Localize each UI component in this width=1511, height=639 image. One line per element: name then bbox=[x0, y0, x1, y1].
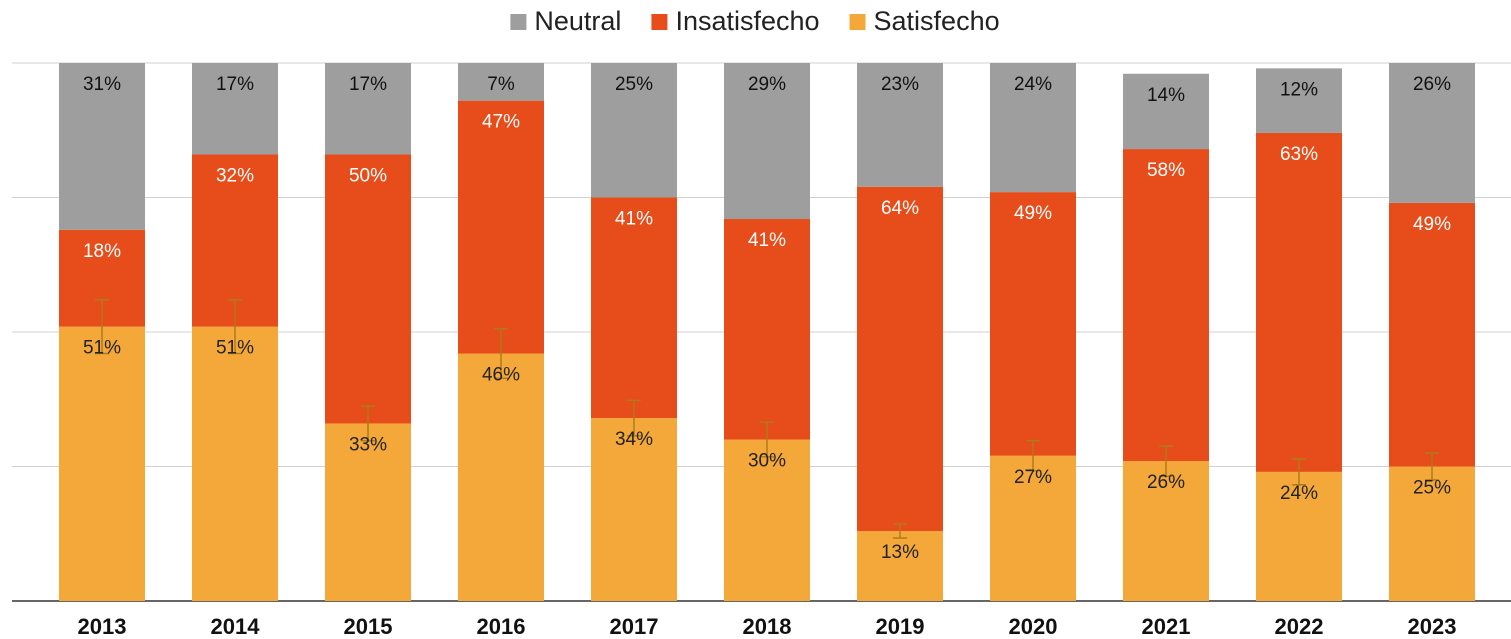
data-label: 63% bbox=[1280, 144, 1318, 165]
bar-segment bbox=[1123, 461, 1209, 601]
bar-segment bbox=[857, 186, 943, 532]
bar-segment bbox=[325, 423, 411, 601]
data-label: 41% bbox=[748, 230, 786, 251]
data-label: 23% bbox=[881, 74, 919, 95]
legend-label: Satisfecho bbox=[874, 6, 1000, 36]
data-label: 7% bbox=[487, 74, 515, 95]
bar-segment bbox=[857, 63, 943, 187]
data-label: 33% bbox=[349, 434, 387, 455]
data-label: 32% bbox=[216, 165, 254, 186]
data-label: 18% bbox=[83, 241, 121, 262]
bar-segment bbox=[59, 63, 145, 230]
bar-segment bbox=[724, 63, 810, 220]
data-label: 41% bbox=[615, 209, 653, 230]
bar-segment bbox=[192, 63, 278, 155]
bar-segment bbox=[1256, 471, 1342, 601]
data-label: 17% bbox=[216, 74, 254, 95]
bar-segment bbox=[1389, 63, 1475, 203]
bar-segment bbox=[192, 154, 278, 327]
bar-segment bbox=[325, 154, 411, 424]
x-tick-label: 2013 bbox=[78, 614, 127, 639]
data-label: 27% bbox=[1014, 467, 1052, 488]
data-label: 49% bbox=[1014, 203, 1052, 224]
x-tick-label: 2017 bbox=[610, 614, 659, 639]
data-label: 24% bbox=[1280, 483, 1318, 504]
legend-label: Insatisfecho bbox=[675, 6, 819, 36]
data-label: 29% bbox=[748, 74, 786, 95]
data-label: 25% bbox=[1413, 478, 1451, 499]
data-label: 58% bbox=[1147, 160, 1185, 181]
x-tick-label: 2019 bbox=[876, 614, 925, 639]
bar-segment bbox=[591, 63, 677, 198]
data-label: 26% bbox=[1413, 74, 1451, 95]
bar-segment bbox=[724, 439, 810, 601]
data-label: 46% bbox=[482, 365, 520, 386]
data-label: 25% bbox=[615, 74, 653, 95]
legend-swatch bbox=[849, 14, 866, 30]
data-label: 26% bbox=[1147, 472, 1185, 493]
data-label: 17% bbox=[349, 74, 387, 95]
bar-segment bbox=[1389, 202, 1475, 467]
data-label: 13% bbox=[881, 542, 919, 563]
bar-segment bbox=[1389, 466, 1475, 601]
data-label: 49% bbox=[1413, 214, 1451, 235]
x-tick-label: 2014 bbox=[211, 614, 261, 639]
bar-segment bbox=[1256, 68, 1342, 133]
bar-segment bbox=[990, 455, 1076, 601]
data-label: 14% bbox=[1147, 85, 1185, 106]
legend-swatch bbox=[510, 14, 527, 30]
data-label: 12% bbox=[1280, 79, 1318, 100]
bar-segment bbox=[458, 100, 544, 354]
data-label: 24% bbox=[1014, 74, 1052, 95]
legend-label: Neutral bbox=[534, 6, 621, 36]
bar-segment bbox=[1123, 73, 1209, 150]
x-tick-label: 2016 bbox=[477, 614, 526, 639]
x-tick-label: 2018 bbox=[743, 614, 792, 639]
bar-segment bbox=[325, 63, 411, 155]
bar-segment bbox=[1256, 132, 1342, 472]
data-label: 47% bbox=[482, 112, 520, 133]
x-tick-label: 2020 bbox=[1009, 614, 1058, 639]
bar-segment bbox=[59, 326, 145, 601]
legend-swatch bbox=[651, 14, 668, 30]
data-label: 50% bbox=[349, 165, 387, 186]
data-label: 30% bbox=[748, 451, 786, 472]
bar-segment bbox=[591, 197, 677, 419]
bar-segment bbox=[990, 192, 1076, 456]
bar-segment bbox=[1123, 149, 1209, 462]
bar-segment bbox=[192, 326, 278, 601]
x-tick-label: 2015 bbox=[344, 614, 393, 639]
bar-segment bbox=[990, 63, 1076, 193]
data-label: 51% bbox=[216, 338, 254, 359]
bar-segment bbox=[857, 531, 943, 601]
data-label: 31% bbox=[83, 74, 121, 95]
x-tick-label: 2022 bbox=[1275, 614, 1324, 639]
x-tick-label: 2023 bbox=[1408, 614, 1457, 639]
data-label: 64% bbox=[881, 198, 919, 219]
bar-segment bbox=[591, 418, 677, 601]
bar-segment bbox=[724, 219, 810, 440]
data-label: 34% bbox=[615, 429, 653, 450]
bar-segment bbox=[458, 63, 544, 101]
data-label: 51% bbox=[83, 338, 121, 359]
bar-segment bbox=[458, 353, 544, 601]
x-tick-label: 2021 bbox=[1142, 614, 1191, 639]
